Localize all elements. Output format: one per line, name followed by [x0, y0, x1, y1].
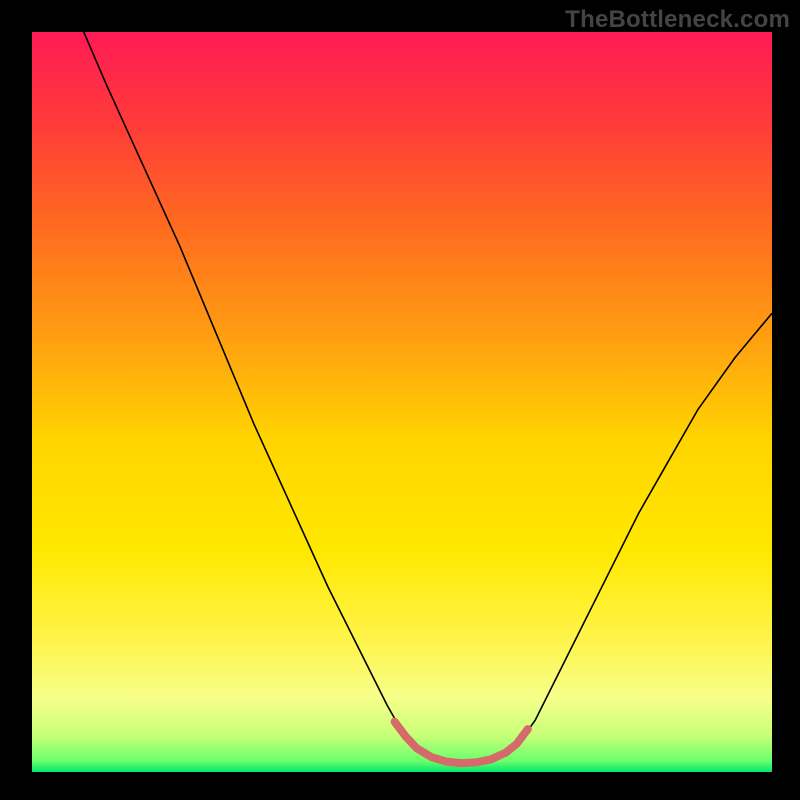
plot-svg — [32, 32, 772, 772]
attribution-text: TheBottleneck.com — [565, 6, 790, 34]
chart-canvas: TheBottleneck.com — [0, 0, 800, 800]
plot-background — [32, 32, 772, 772]
plot-area — [32, 32, 772, 772]
